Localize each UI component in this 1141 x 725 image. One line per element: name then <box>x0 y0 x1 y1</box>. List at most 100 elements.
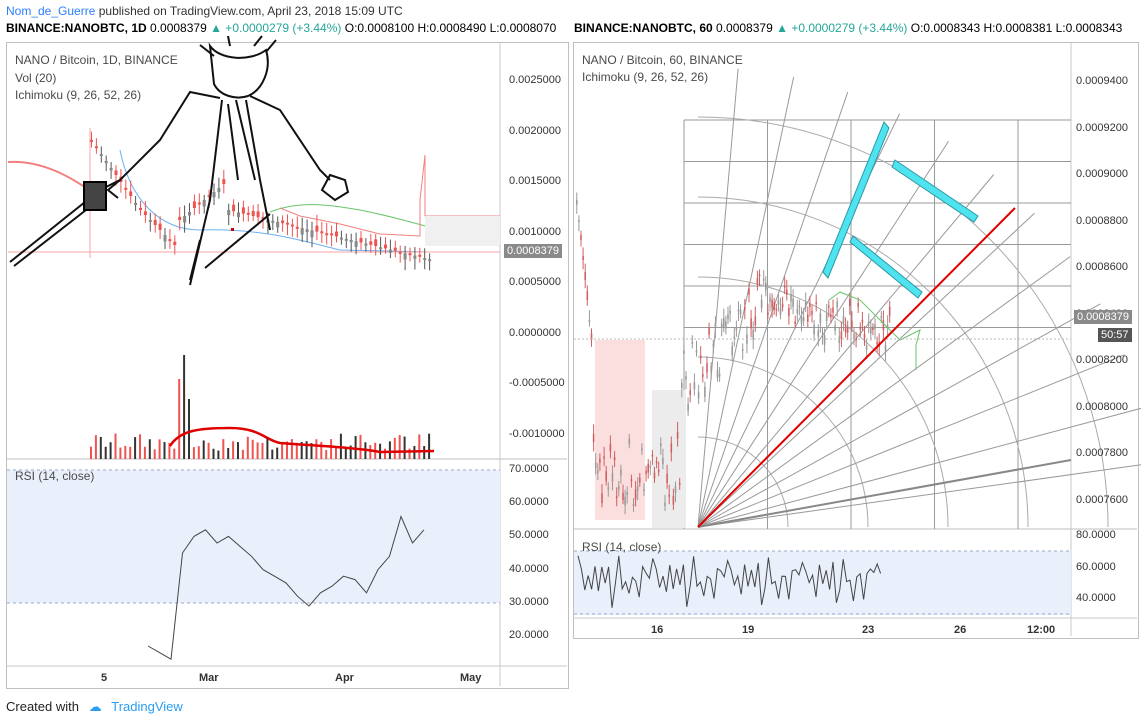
left-volume-bar <box>320 441 323 459</box>
right-candle <box>815 302 817 305</box>
right-high: H:0.0008381 <box>983 21 1053 35</box>
right-candle <box>828 305 830 308</box>
tradingview-brand-link[interactable]: TradingView <box>111 699 183 714</box>
right-candle <box>874 324 876 330</box>
left-candle <box>300 228 304 235</box>
left-candle <box>295 226 299 229</box>
left-volume-bar <box>94 435 97 459</box>
left-price-tick: 0.0025000 <box>509 74 561 86</box>
left-symbol: BINANCE:NANOBTC, 1D <box>6 21 147 35</box>
right-last-price-tag: 0.0008379 <box>1074 310 1132 324</box>
right-candle <box>687 403 689 412</box>
author-link[interactable]: Nom_de_Guerre <box>6 4 96 18</box>
left-rsi-tick: 20.0000 <box>509 629 549 641</box>
gann-fan-bold <box>697 459 1072 528</box>
tradingview-logo-icon: ☁ <box>88 699 102 714</box>
right-candle <box>851 320 853 327</box>
sketch-figure-drawing[interactable] <box>9 35 350 286</box>
right-candle <box>737 309 740 312</box>
left-volume-bar <box>290 439 293 459</box>
right-candle <box>813 324 815 335</box>
left-price-tick: -0.0005000 <box>509 377 565 389</box>
left-low: L:0.0008070 <box>489 21 557 35</box>
right-ichimoku-span-b <box>828 291 921 370</box>
right-candle <box>618 486 620 490</box>
cyan-channel-1[interactable] <box>822 121 890 279</box>
publish-info: published on TradingView.com, April 23, … <box>95 4 403 18</box>
left-change: ▲ +0.0000279 (+3.44%) <box>210 21 342 35</box>
left-volume-bar <box>335 447 337 459</box>
right-ichimoku-label: Ichimoku (9, 26, 52, 26) <box>582 70 709 84</box>
left-candle <box>418 254 422 257</box>
left-candle <box>339 237 343 240</box>
right-open: O:0.0008343 <box>910 21 981 35</box>
right-candle <box>739 309 742 315</box>
left-rsi-line <box>147 515 425 661</box>
left-volume-bar <box>281 443 284 459</box>
right-price-tick: 0.0008600 <box>1076 261 1128 273</box>
left-ticker-bar: BINANCE:NANOBTC, 1D 0.0008379 ▲ +0.00002… <box>6 21 566 35</box>
right-candle <box>639 477 641 483</box>
left-price-tick: 0.0020000 <box>509 124 561 137</box>
right-candle <box>867 321 870 324</box>
right-candle <box>807 314 809 322</box>
right-candle <box>601 493 603 504</box>
right-candle <box>760 299 763 308</box>
left-candle <box>237 212 240 218</box>
right-candle <box>636 486 639 491</box>
right-candle <box>609 444 612 452</box>
left-candle <box>114 170 118 175</box>
left-volume-bar <box>227 447 230 459</box>
cyan-channel-3[interactable] <box>891 159 979 223</box>
left-rsi-tick: 60.0000 <box>509 496 549 509</box>
right-candle <box>704 387 706 397</box>
right-change: ▲ +0.0000279 (+3.44%) <box>776 21 908 35</box>
left-candle <box>369 241 373 245</box>
left-volume-bar <box>173 448 176 459</box>
right-candle <box>729 310 731 314</box>
left-rsi-label: RSI (14, close) <box>15 469 95 483</box>
right-candle <box>712 344 715 347</box>
right-time-tick: 12:00 <box>1027 624 1056 636</box>
left-volume-bar <box>393 437 396 459</box>
left-candle <box>109 168 113 171</box>
right-candle <box>821 334 824 337</box>
right-candle <box>800 316 803 324</box>
cyan-channel-2[interactable] <box>849 235 923 299</box>
right-price-tick: 0.0009200 <box>1076 121 1128 134</box>
right-candle <box>710 366 712 373</box>
right-candle <box>660 443 662 446</box>
right-candle <box>662 457 664 465</box>
left-high: H:0.0008490 <box>417 21 487 35</box>
right-candle <box>626 492 628 496</box>
footer: Created with ☁ TradingView <box>6 699 183 715</box>
right-candle <box>788 308 790 317</box>
right-bar-timer: 50:57 <box>1098 328 1132 342</box>
right-candle <box>670 443 673 453</box>
gann-fan-line <box>697 174 995 528</box>
left-candle <box>325 233 329 236</box>
right-candle <box>628 438 631 444</box>
left-volume-bar <box>388 441 391 459</box>
left-candle <box>153 219 157 225</box>
right-candle <box>584 272 586 280</box>
right-candle <box>643 488 645 491</box>
left-candle <box>364 243 368 246</box>
right-candle <box>586 291 589 300</box>
left-volume-bar <box>143 446 146 459</box>
left-candle <box>335 231 338 237</box>
left-volume-bar <box>256 442 259 459</box>
right-rsi-tick: 60.0000 <box>1076 560 1116 573</box>
left-ichimoku-span-a <box>279 154 500 237</box>
left-candle <box>388 249 392 253</box>
right-candle <box>853 333 855 340</box>
right-rsi-tick: 80.0000 <box>1076 529 1116 541</box>
right-candle <box>683 350 685 355</box>
right-price-tick: 0.0007800 <box>1076 447 1128 459</box>
left-candle <box>246 212 250 215</box>
trend-line[interactable] <box>697 207 1016 528</box>
left-volume-bar <box>192 447 195 459</box>
left-volume-bar <box>403 436 406 459</box>
right-candle <box>754 316 757 326</box>
